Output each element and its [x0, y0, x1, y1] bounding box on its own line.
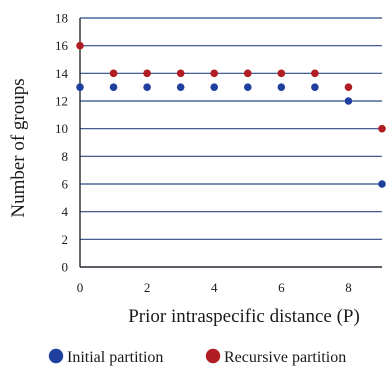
data-point	[210, 69, 219, 78]
legend-label: Recursive partition	[224, 349, 346, 366]
series-initial-partition	[76, 83, 386, 188]
x-tick-label: 0	[77, 280, 84, 295]
x-tick-label: 6	[278, 280, 285, 295]
data-point	[210, 83, 219, 91]
data-point	[109, 83, 118, 91]
data-point	[344, 83, 353, 91]
data-point	[277, 69, 286, 78]
data-point	[311, 69, 319, 78]
data-point	[76, 41, 84, 50]
data-point	[76, 83, 84, 91]
data-point	[277, 83, 286, 91]
data-point	[176, 83, 185, 91]
data-points	[76, 41, 386, 188]
y-tick-label: 8	[62, 149, 69, 164]
x-axis-title: Prior intraspecific distance (P)	[128, 306, 360, 327]
y-tick-label: 2	[62, 232, 69, 247]
y-tick-label: 16	[55, 38, 69, 53]
legend-label: Initial partition	[67, 349, 163, 366]
y-axis-title: Number of groups	[8, 78, 29, 217]
data-point	[378, 124, 386, 133]
series-recursive-partition	[76, 41, 386, 133]
data-point	[243, 83, 252, 91]
data-point	[109, 69, 118, 78]
grid-lines	[80, 17, 382, 268]
y-tick-label: 4	[62, 204, 69, 219]
y-tick-label: 18	[55, 11, 68, 26]
axes	[79, 18, 382, 268]
legend: Initial partition Recursive partition	[48, 348, 346, 366]
data-point	[344, 97, 353, 105]
y-tick-label: 0	[62, 260, 69, 275]
x-tick-label: 4	[211, 280, 218, 295]
data-point	[143, 83, 151, 91]
x-tick-label: 8	[345, 280, 352, 295]
data-point	[311, 83, 319, 91]
data-point	[143, 69, 151, 78]
y-tick-label: 10	[55, 121, 68, 136]
legend-marker	[205, 348, 221, 364]
data-point	[243, 69, 252, 78]
data-point	[378, 180, 386, 188]
y-tick-label: 14	[55, 66, 69, 81]
y-tick-label: 6	[62, 177, 69, 192]
y-tick-label: 12	[55, 94, 68, 109]
tick-labels: 0 2 4 6 8 10 12 14 16 18 0 2 4 6 8	[55, 11, 352, 296]
legend-marker	[48, 348, 64, 364]
x-tick-label: 2	[144, 280, 151, 295]
data-point	[176, 69, 185, 78]
